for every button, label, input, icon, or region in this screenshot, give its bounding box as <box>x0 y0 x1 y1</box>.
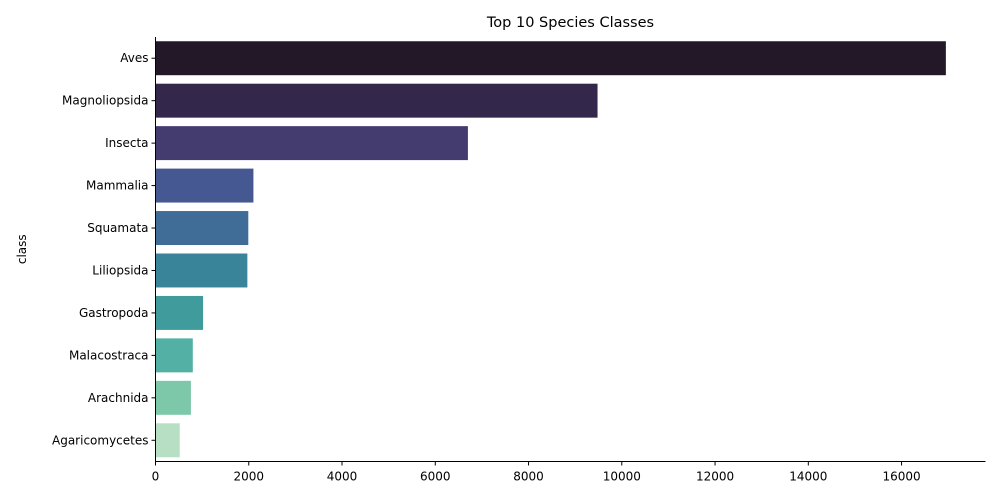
bar-insecta <box>155 126 468 161</box>
x-tick-label: 2000 <box>233 470 264 484</box>
x-tick-label: 16000 <box>882 470 920 484</box>
y-tick-label: Mammalia <box>86 179 148 193</box>
y-tick-label: Arachnida <box>88 391 149 405</box>
y-tick-label: Malacostraca <box>69 348 149 362</box>
bar-mammalia <box>155 168 254 203</box>
x-tick-label: 6000 <box>420 470 451 484</box>
bar-liliopsida <box>155 253 248 288</box>
x-tick-label: 10000 <box>603 470 641 484</box>
x-tick-label: 8000 <box>513 470 544 484</box>
bars-group <box>155 41 946 458</box>
y-axis-ticks: Aves Magnoliopsida Insecta Mammalia Squamata… <box>52 51 156 447</box>
y-tick-label: Aves <box>120 51 148 65</box>
y-tick-label: Magnoliopsida <box>62 94 148 108</box>
y-axis-label: class <box>15 234 29 264</box>
bar-magnoliopsida <box>155 83 598 118</box>
bar-agaricomycetes <box>155 423 180 458</box>
y-tick-label: Insecta <box>105 136 148 150</box>
chart-title: Top 10 Species Classes <box>486 15 654 31</box>
y-tick-label: Squamata <box>87 221 148 235</box>
y-tick-label: Liliopsida <box>92 263 148 277</box>
bar-gastropoda <box>155 295 204 330</box>
y-tick-label: Agaricomycetes <box>52 433 149 447</box>
bar-aves <box>155 41 946 76</box>
bar-squamata <box>155 211 249 246</box>
x-tick-label: 0 <box>152 470 160 484</box>
y-tick-label: Gastropoda <box>79 306 149 320</box>
x-axis-ticks: 0 2000 4000 6000 8000 10000 12000 14000 16000 <box>152 461 921 484</box>
x-tick-label: 14000 <box>789 470 827 484</box>
x-tick-label: 12000 <box>696 470 734 484</box>
bar-malacostraca <box>155 338 193 373</box>
x-tick-label: 4000 <box>327 470 358 484</box>
bar-arachnida <box>155 380 191 415</box>
